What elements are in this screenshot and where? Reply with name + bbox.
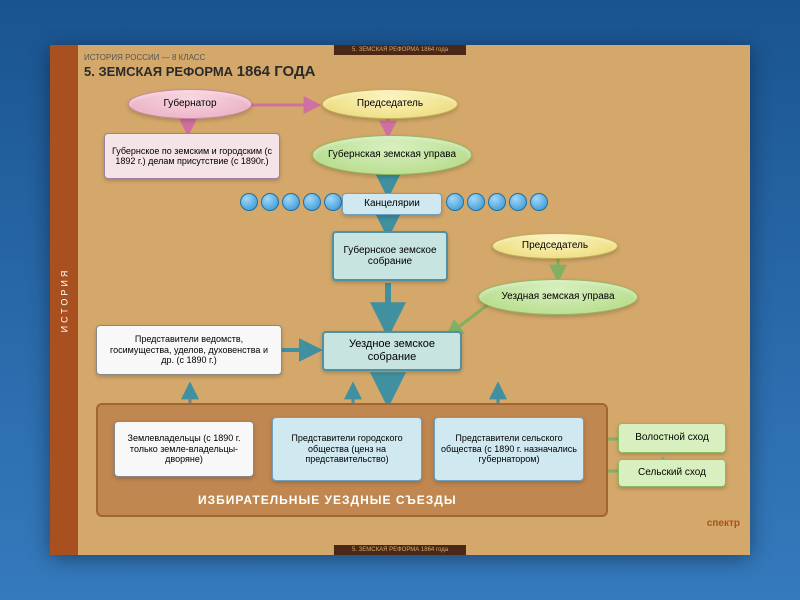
title-prefix: 5. ЗЕМСКАЯ РЕФОРМА bbox=[84, 64, 237, 79]
bead-icon bbox=[240, 193, 258, 211]
node-reps-vedomstv: Представители ведомств, госимущества, уд… bbox=[96, 325, 282, 375]
node-volost-skhod: Волостной сход bbox=[618, 423, 726, 453]
page-title: 5. ЗЕМСКАЯ РЕФОРМА 1864 ГОДА bbox=[84, 63, 316, 80]
header-line: ИСТОРИЯ РОССИИ — 8 КЛАСС bbox=[84, 53, 205, 62]
bead-icon bbox=[303, 193, 321, 211]
bottom-tab: 5. ЗЕМСКАЯ РЕФОРМА 1864 года bbox=[334, 545, 466, 555]
sidebar: ИСТОРИЯ bbox=[50, 45, 78, 555]
node-chairman-2: Председатель bbox=[492, 233, 618, 259]
publisher-logo: спектр bbox=[707, 518, 740, 529]
beads-left bbox=[240, 193, 342, 211]
bottom-section-label: ИЗБИРАТЕЛЬНЫЕ УЕЗДНЫЕ СЪЕЗДЫ bbox=[198, 493, 457, 507]
bead-icon bbox=[509, 193, 527, 211]
beads-right bbox=[446, 193, 548, 211]
node-chairman-1: Председатель bbox=[322, 89, 458, 119]
node-gub-sobranie: Губернское земское собрание bbox=[332, 231, 448, 281]
top-tab: 5. ЗЕМСКАЯ РЕФОРМА 1864 года bbox=[334, 45, 466, 55]
node-uezd-sobranie: Уездное земское собрание bbox=[322, 331, 462, 371]
bead-icon bbox=[530, 193, 548, 211]
diagram-area: Губернатор Председатель Губернское по зе… bbox=[78, 85, 750, 543]
node-governor: Губернатор bbox=[128, 89, 252, 119]
title-year: 1864 ГОДА bbox=[237, 63, 316, 80]
bead-icon bbox=[488, 193, 506, 211]
bead-icon bbox=[282, 193, 300, 211]
node-gub-presence: Губернское по земским и городским (с 189… bbox=[104, 133, 280, 179]
sidebar-label: ИСТОРИЯ bbox=[59, 268, 69, 333]
node-rural-reps: Представители сельского общества (с 1890… bbox=[434, 417, 584, 481]
poster: ИСТОРИЯ 5. ЗЕМСКАЯ РЕФОРМА 1864 года 5. … bbox=[50, 45, 750, 555]
bead-icon bbox=[261, 193, 279, 211]
bead-icon bbox=[467, 193, 485, 211]
node-selsky-skhod: Сельский сход bbox=[618, 459, 726, 487]
node-gub-uprava: Губернская земская управа bbox=[312, 135, 472, 175]
node-landowners: Землевладельцы (с 1890 г. только земле-в… bbox=[114, 421, 254, 477]
node-chancery: Канцелярии bbox=[342, 193, 442, 215]
node-uezd-uprava: Уездная земская управа bbox=[478, 279, 638, 315]
bead-icon bbox=[324, 193, 342, 211]
bead-icon bbox=[446, 193, 464, 211]
node-city-reps: Представители городского общества (ценз … bbox=[272, 417, 422, 481]
